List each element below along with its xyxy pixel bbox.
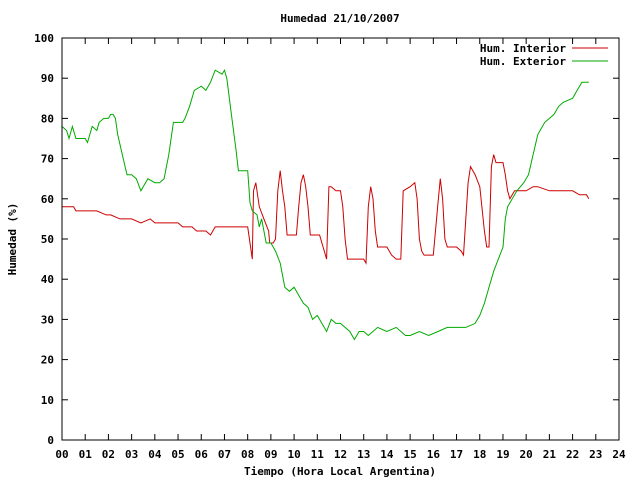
x-tick-label: 04 <box>148 448 162 461</box>
x-axis-label: Tiempo (Hora Local Argentina) <box>244 465 436 478</box>
series-line-interior <box>62 154 590 265</box>
x-axis-ticks: 00 01 02 03 04 05 06 07 08 09 10 11 12 13 14 15 16 17 18 19… <box>55 38 626 461</box>
x-tick-label: 00 <box>55 448 68 461</box>
x-tick-label: 16 <box>427 448 441 461</box>
chart-title: Humedad 21/10/2007 <box>280 12 399 25</box>
series-line-exterior <box>61 68 589 341</box>
x-tick-label: 07 <box>218 448 231 461</box>
y-tick-label: 0 <box>47 434 54 447</box>
x-tick-label: 19 <box>496 448 509 461</box>
legend: Hum. Interior Hum. Exterior <box>480 42 608 68</box>
x-tick-label: 20 <box>520 448 533 461</box>
x-tick-label: 15 <box>404 448 417 461</box>
y-axis-ticks: 0 10 20 30 40 50 60 70 80 90 100 <box>34 32 619 447</box>
y-tick-label: 70 <box>41 153 54 166</box>
legend-label-exterior: Hum. Exterior <box>480 55 566 68</box>
y-tick-label: 40 <box>41 273 54 286</box>
x-tick-label: 13 <box>357 448 370 461</box>
x-tick-label: 03 <box>125 448 138 461</box>
x-tick-label: 18 <box>473 448 486 461</box>
x-tick-label: 10 <box>287 448 300 461</box>
x-tick-label: 12 <box>334 448 347 461</box>
legend-label-interior: Hum. Interior <box>480 42 566 55</box>
x-tick-label: 22 <box>566 448 579 461</box>
x-tick-label: 08 <box>241 448 254 461</box>
x-tick-label: 06 <box>195 448 209 461</box>
y-tick-label: 10 <box>41 394 54 407</box>
x-tick-label: 23 <box>589 448 602 461</box>
x-tick-label: 17 <box>450 448 463 461</box>
y-axis-label: Humedad (%) <box>6 203 19 276</box>
x-tick-label: 01 <box>79 448 93 461</box>
x-tick-label: 24 <box>612 448 626 461</box>
y-tick-label: 50 <box>41 233 54 246</box>
x-tick-label: 21 <box>543 448 557 461</box>
x-tick-label: 02 <box>102 448 115 461</box>
x-tick-label: 14 <box>380 448 394 461</box>
x-tick-label: 11 <box>311 448 325 461</box>
y-tick-label: 80 <box>41 112 54 125</box>
x-tick-label: 09 <box>264 448 277 461</box>
series-group <box>61 68 590 341</box>
x-tick-label: 05 <box>171 448 184 461</box>
y-tick-label: 90 <box>41 72 54 85</box>
y-tick-label: 20 <box>41 354 54 367</box>
y-tick-label: 30 <box>41 313 54 326</box>
y-tick-label: 100 <box>34 32 54 45</box>
y-tick-label: 60 <box>41 193 54 206</box>
plot-border <box>61 37 620 441</box>
